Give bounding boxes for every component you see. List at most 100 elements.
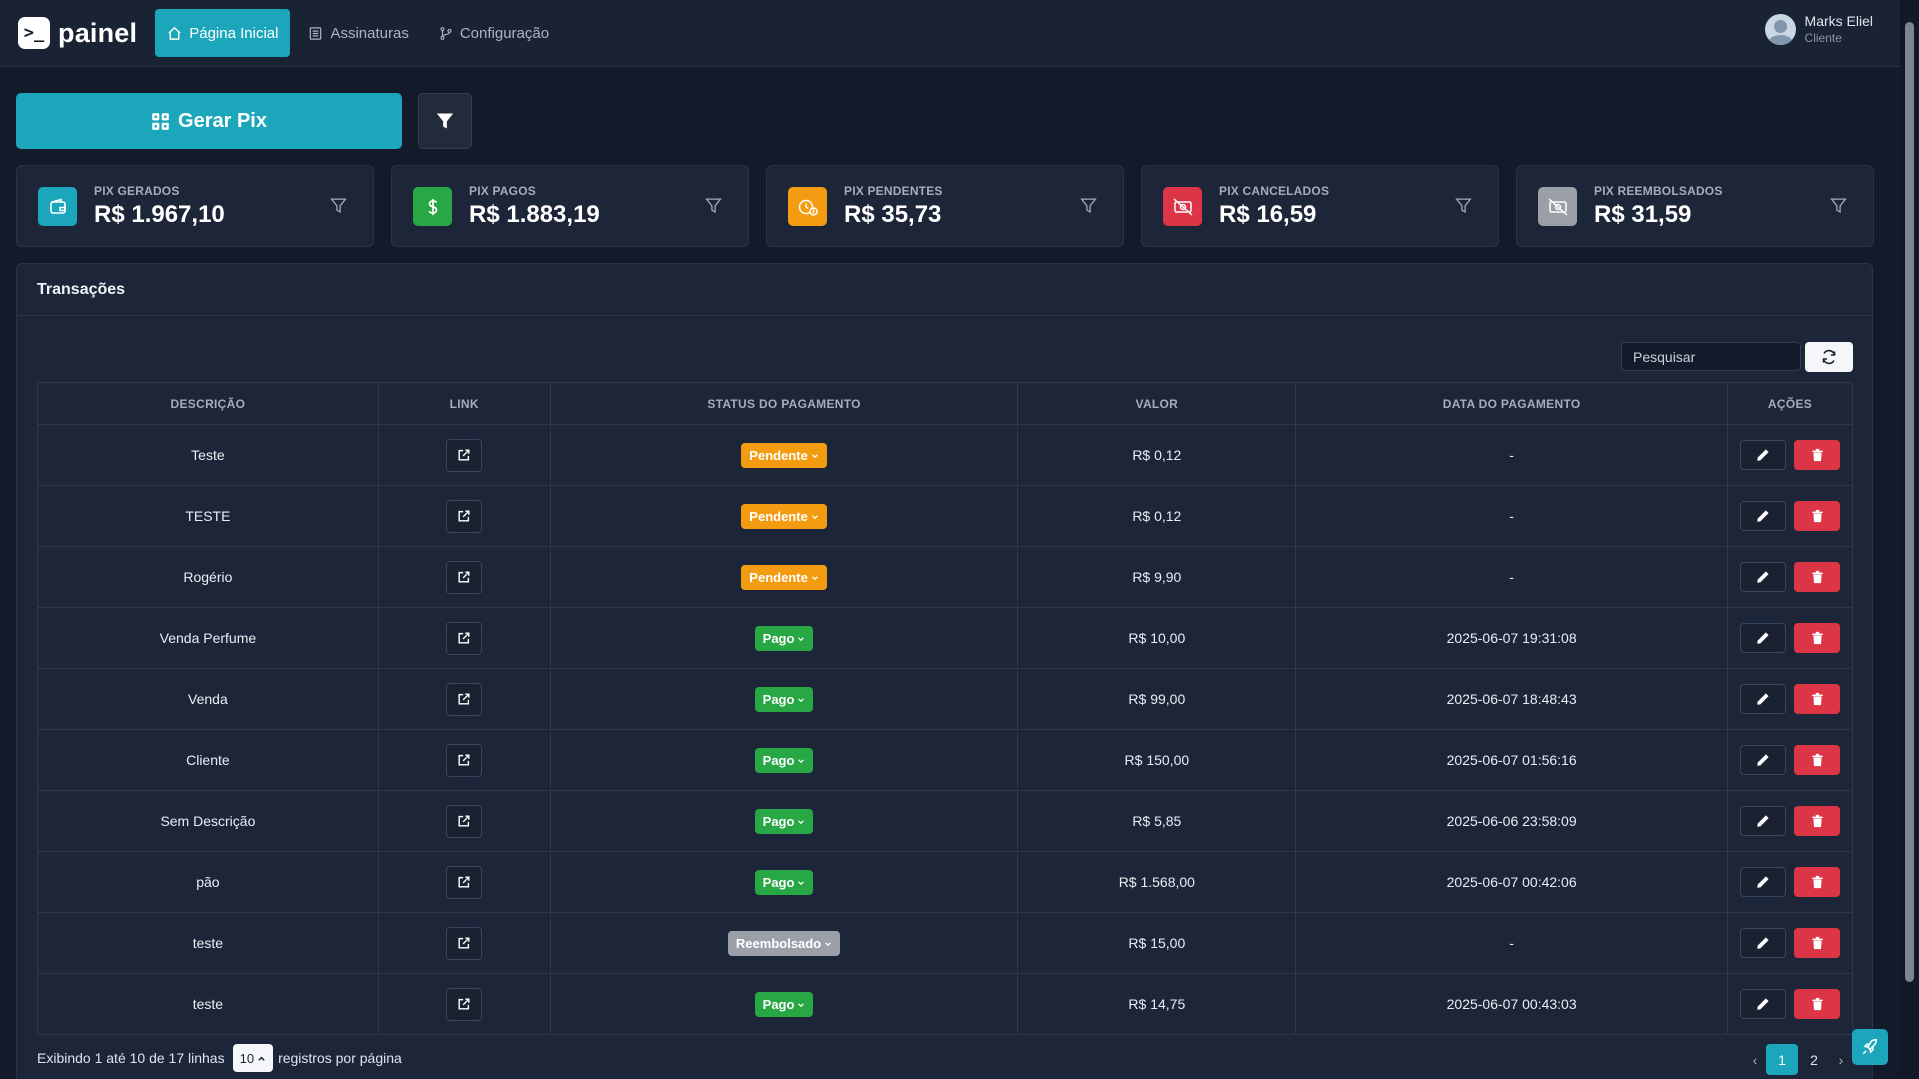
status-label: Pago <box>762 874 795 890</box>
external-link-icon <box>457 692 471 706</box>
status-badge[interactable]: Pago <box>754 686 814 712</box>
funnel-icon[interactable] <box>1080 197 1097 214</box>
stat-label: PIX CANCELADOS <box>1219 184 1330 198</box>
nav-assinaturas[interactable]: Assinaturas <box>296 9 420 57</box>
table-row: Cliente Pago R$ 150,00 2025-06-07 01:56:… <box>37 729 1853 791</box>
funnel-icon[interactable] <box>1830 197 1847 214</box>
open-link-button[interactable] <box>446 743 483 777</box>
pencil-icon <box>1756 570 1770 584</box>
open-link-button[interactable] <box>446 438 483 472</box>
cell-link <box>377 973 551 1035</box>
scrollbar-thumb[interactable] <box>1905 22 1914 982</box>
cell-status: Pago <box>549 790 1019 852</box>
col-valor[interactable]: VALOR <box>1017 382 1297 425</box>
edit-button[interactable] <box>1740 745 1786 775</box>
delete-button[interactable] <box>1794 806 1840 836</box>
open-link-button[interactable] <box>446 865 483 899</box>
status-badge[interactable]: Pendente <box>741 503 827 529</box>
pagination-next[interactable]: › <box>1838 1051 1844 1068</box>
pencil-icon <box>1756 448 1770 462</box>
external-link-icon <box>457 570 471 584</box>
brand-name: painel <box>58 17 138 48</box>
delete-button[interactable] <box>1794 501 1840 531</box>
edit-button[interactable] <box>1740 928 1786 958</box>
open-link-button[interactable] <box>446 987 483 1021</box>
brand[interactable]: >_ painel <box>18 17 137 49</box>
col-data[interactable]: DATA DO PAGAMENTO <box>1295 382 1728 425</box>
table-row: Rogério Pendente R$ 9,90 - <box>37 546 1853 608</box>
funnel-icon[interactable] <box>330 197 347 214</box>
pagination-prev[interactable]: ‹ <box>1752 1051 1758 1068</box>
col-status[interactable]: STATUS DO PAGAMENTO <box>549 382 1019 425</box>
filter-button[interactable] <box>418 93 472 149</box>
open-link-button[interactable] <box>446 804 483 838</box>
rocket-button[interactable] <box>1852 1029 1888 1065</box>
page-scrollbar[interactable] <box>1900 0 1919 1079</box>
nav-pagina-inicial[interactable]: Página Inicial <box>155 9 291 57</box>
edit-button[interactable] <box>1740 623 1786 653</box>
chevron-down-icon <box>808 509 819 524</box>
delete-button[interactable] <box>1794 928 1840 958</box>
trash-icon <box>1811 997 1824 1011</box>
edit-button[interactable] <box>1740 806 1786 836</box>
funnel-icon[interactable] <box>705 197 722 214</box>
status-badge[interactable]: Pendente <box>741 564 827 590</box>
pagination-page-1[interactable]: 1 <box>1766 1044 1798 1075</box>
stat-value: R$ 1.967,10 <box>94 201 225 228</box>
open-link-button[interactable] <box>446 682 483 716</box>
chevron-down-icon <box>794 692 805 707</box>
refresh-button[interactable] <box>1805 342 1853 372</box>
table-row: Teste Pendente R$ 0,12 - <box>37 424 1853 486</box>
refund-money-icon <box>1538 187 1577 226</box>
edit-button[interactable] <box>1740 562 1786 592</box>
col-link[interactable]: LINK <box>377 382 551 425</box>
cell-data: - <box>1295 424 1728 486</box>
status-badge[interactable]: Pendente <box>741 442 827 468</box>
status-badge[interactable]: Pago <box>754 625 814 651</box>
stat-value: R$ 1.883,19 <box>469 201 600 228</box>
transactions-table: DESCRIÇÃO LINK STATUS DO PAGAMENTO VALOR… <box>37 382 1853 1035</box>
trash-icon <box>1811 875 1824 889</box>
nav-configuracao[interactable]: Configuração <box>427 9 561 57</box>
user-menu[interactable]: Marks Eliel Cliente <box>1764 13 1873 46</box>
stat-card-gerados: PIX GERADOS R$ 1.967,10 <box>16 165 374 247</box>
chevron-down-icon <box>821 936 832 951</box>
edit-button[interactable] <box>1740 501 1786 531</box>
funnel-icon[interactable] <box>1455 197 1472 214</box>
edit-button[interactable] <box>1740 440 1786 470</box>
open-link-button[interactable] <box>446 621 483 655</box>
open-link-button[interactable] <box>446 560 483 594</box>
open-link-button[interactable] <box>446 926 483 960</box>
cell-data: 2025-06-07 00:43:03 <box>1295 973 1728 1035</box>
delete-button[interactable] <box>1794 745 1840 775</box>
cell-status: Pago <box>549 973 1019 1035</box>
delete-button[interactable] <box>1794 562 1840 592</box>
page-size-select[interactable]: 10 <box>232 1044 274 1072</box>
delete-button[interactable] <box>1794 989 1840 1019</box>
status-badge[interactable]: Pago <box>754 747 814 773</box>
delete-button[interactable] <box>1794 684 1840 714</box>
trash-icon <box>1811 814 1824 828</box>
search-input[interactable] <box>1621 342 1801 371</box>
col-descricao[interactable]: DESCRIÇÃO <box>37 382 379 425</box>
edit-button[interactable] <box>1740 989 1786 1019</box>
cell-descricao: TESTE <box>37 485 379 547</box>
delete-button[interactable] <box>1794 867 1840 897</box>
status-badge[interactable]: Reembolsado <box>727 930 841 956</box>
gerar-pix-button[interactable]: Gerar Pix <box>16 93 402 149</box>
pagination-page-2[interactable]: 2 <box>1810 1051 1818 1068</box>
edit-button[interactable] <box>1740 684 1786 714</box>
cell-valor: R$ 15,00 <box>1017 912 1297 974</box>
status-badge[interactable]: Pago <box>754 808 814 834</box>
cell-link <box>377 546 551 608</box>
cell-data: 2025-06-07 00:42:06 <box>1295 851 1728 913</box>
cell-descricao: teste <box>37 973 379 1035</box>
open-link-button[interactable] <box>446 499 483 533</box>
status-badge[interactable]: Pago <box>754 869 814 895</box>
delete-button[interactable] <box>1794 623 1840 653</box>
refresh-icon <box>1822 349 1836 365</box>
stat-value: R$ 31,59 <box>1594 201 1692 228</box>
edit-button[interactable] <box>1740 867 1786 897</box>
delete-button[interactable] <box>1794 440 1840 470</box>
status-badge[interactable]: Pago <box>754 991 814 1017</box>
